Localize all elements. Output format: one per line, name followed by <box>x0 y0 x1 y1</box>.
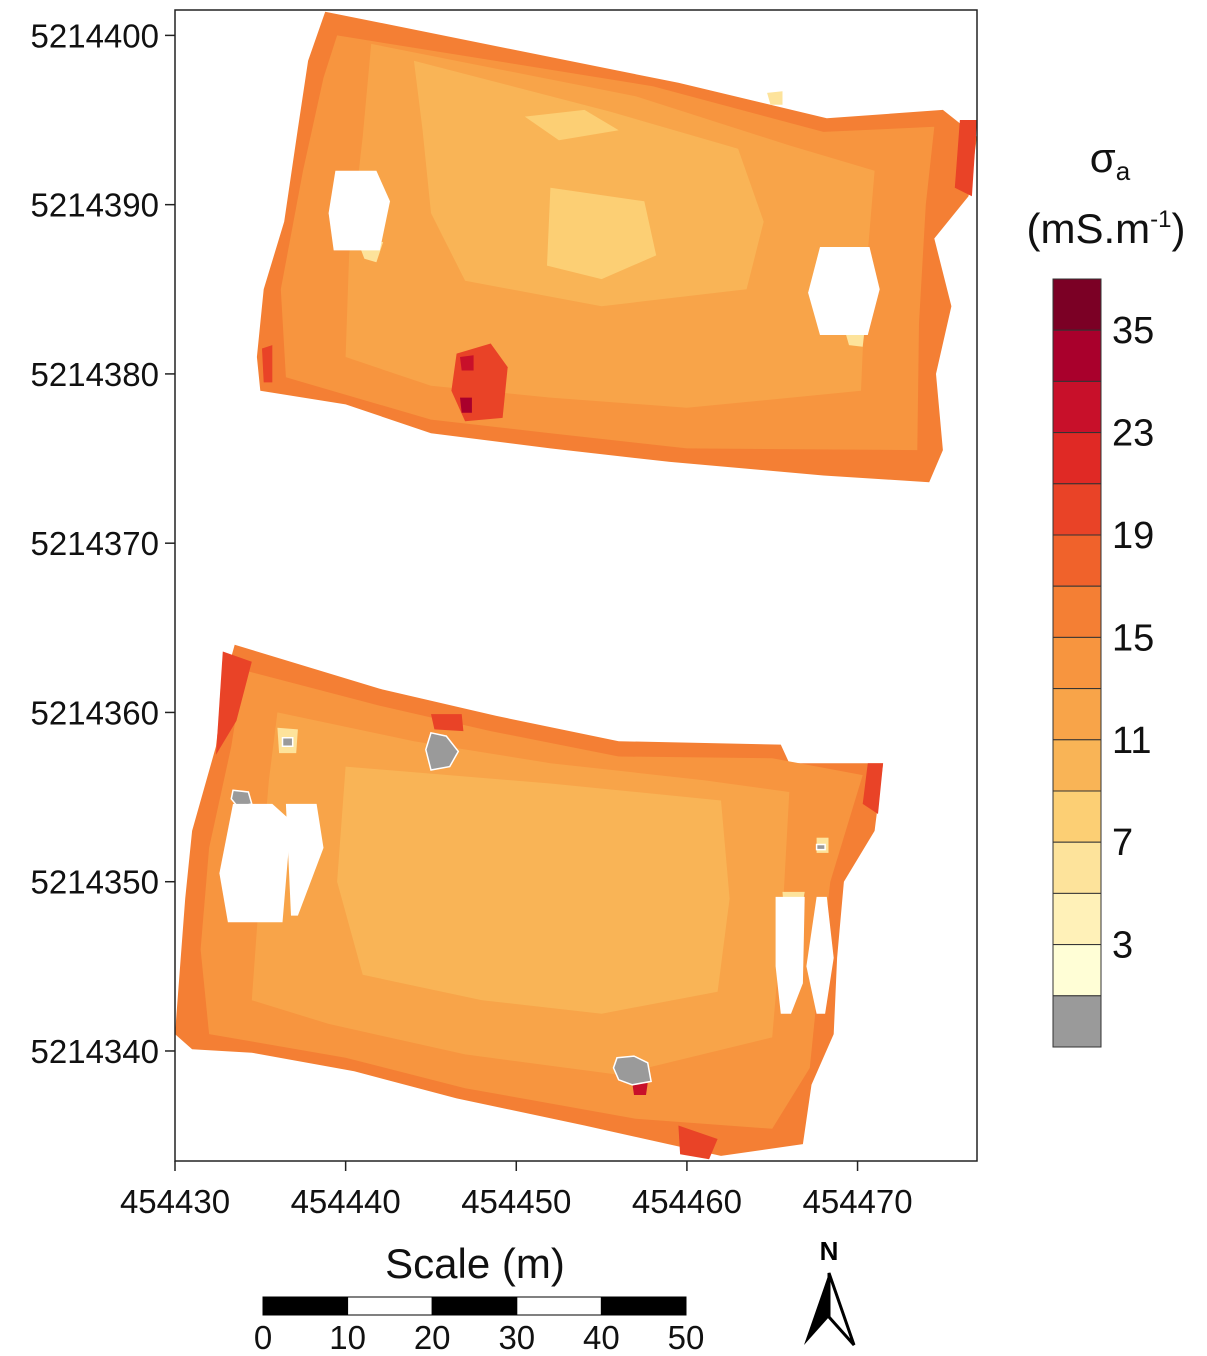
y-tick-label: 5214370 <box>31 525 159 562</box>
legend-label: 3 <box>1112 925 1133 967</box>
legend-swatch <box>1052 739 1102 792</box>
south-plot-contour-band <box>862 763 884 814</box>
scale-bar-title: Scale (m) <box>385 1240 565 1287</box>
legend-label: 15 <box>1112 617 1154 659</box>
north-plot-gap <box>808 247 880 335</box>
legend-swatch <box>1052 636 1102 690</box>
legend-labels: 35 23 19 15 11 7 3 <box>1112 310 1154 966</box>
legend-unit-open: (mS.m <box>1027 205 1151 252</box>
north-plot-contour-band <box>954 120 977 197</box>
legend-label: 19 <box>1112 515 1154 557</box>
south-plot-gap <box>285 803 324 916</box>
scale-bar-label: 0 <box>254 1319 272 1356</box>
scale-bar-segment <box>347 1296 433 1316</box>
south-plot <box>175 644 884 1160</box>
legend-label: 35 <box>1112 310 1154 352</box>
south-plot-contour-band <box>216 651 252 755</box>
scale-bar-segments <box>262 1296 687 1316</box>
legend-colorbar <box>1052 278 1102 1048</box>
legend-unit: (mS.m-1) <box>1027 205 1186 252</box>
north-arrow-left-half <box>804 1273 829 1345</box>
south-plot-contour-band <box>431 714 464 732</box>
legend-swatch <box>1052 432 1102 485</box>
scale-bar-segment <box>600 1296 687 1316</box>
north-plot-contour-band <box>547 187 657 280</box>
north-arrow-icon: N <box>804 1236 856 1346</box>
y-tick-label: 5214380 <box>31 356 159 393</box>
south-plot-nodata-spot <box>612 1055 652 1086</box>
scale-bar-labels: 0 10 20 30 40 50 <box>254 1319 705 1356</box>
legend-label: 11 <box>1112 720 1151 762</box>
y-tick-label: 5214360 <box>31 694 159 731</box>
north-plot-contour-band <box>524 109 619 141</box>
south-plot-nodata-spot <box>815 843 826 851</box>
north-plot <box>256 11 977 483</box>
x-axis: 454430 454440 454450 454460 454470 <box>120 1161 913 1220</box>
y-axis: 5214340 5214350 5214360 5214370 5214380 52143… <box>31 17 175 1070</box>
legend-swatch <box>1052 892 1102 946</box>
scale-bar-label: 50 <box>668 1319 705 1356</box>
south-plot-gap <box>775 896 805 1014</box>
y-tick-label: 5214340 <box>31 1033 159 1070</box>
scale-bar-label: 40 <box>583 1319 620 1356</box>
legend-title-subscript: a <box>1116 156 1131 186</box>
x-tick-label: 454450 <box>461 1183 571 1220</box>
x-tick-label: 454440 <box>291 1183 401 1220</box>
y-tick-label: 5214350 <box>31 864 159 901</box>
scale-bar-segment <box>431 1296 518 1316</box>
south-plot-nodata-spot <box>425 731 460 771</box>
south-plot-gap <box>806 896 834 1014</box>
scale-bar-segment <box>516 1296 602 1316</box>
legend-title-symbol: σ <box>1090 134 1116 181</box>
north-plot-gap <box>328 170 390 251</box>
x-tick-label: 454460 <box>632 1183 742 1220</box>
south-plot-contour-band <box>632 1083 648 1095</box>
north-plot-contour-band <box>460 355 474 371</box>
scale-bar: Scale (m) 0 10 20 30 40 50 <box>254 1240 705 1356</box>
legend-unit-superscript: -1 <box>1150 206 1171 233</box>
scale-bar-label: 20 <box>414 1319 451 1356</box>
legend-label: 23 <box>1112 413 1154 455</box>
legend-swatch <box>1052 380 1102 434</box>
x-tick-label: 454470 <box>802 1183 912 1220</box>
legend-title: σa <box>1090 134 1131 186</box>
north-plot-contour-band <box>460 397 472 413</box>
legend-swatch <box>1052 483 1102 536</box>
legend-swatch <box>1052 278 1102 331</box>
legend-swatch <box>1052 944 1102 997</box>
south-plot-gap <box>219 803 291 923</box>
legend-swatch <box>1052 995 1102 1048</box>
south-plot-contour-band <box>678 1125 718 1160</box>
north-plot-contour-band <box>262 345 273 383</box>
y-tick-label: 5214400 <box>31 17 159 54</box>
scale-bar-segment <box>262 1296 349 1316</box>
north-arrow-label: N <box>820 1236 839 1266</box>
legend-swatch <box>1052 688 1102 741</box>
map-frame <box>174 9 978 1162</box>
legend-swatch <box>1052 585 1102 638</box>
legend-swatch <box>1052 329 1102 382</box>
north-plot-contour-band <box>413 60 764 307</box>
north-plot-contour-band <box>767 91 783 105</box>
legend-swatch <box>1052 790 1102 843</box>
legend: σa (mS.m-1) 35 23 19 15 11 7 3 <box>1027 134 1186 1048</box>
north-plot-contour-band <box>845 331 865 347</box>
y-tick-label: 5214390 <box>31 187 159 224</box>
scale-bar-label: 10 <box>329 1319 366 1356</box>
legend-swatch <box>1052 534 1102 587</box>
north-arrow-right-half <box>827 1272 856 1346</box>
legend-unit-close: ) <box>1172 205 1186 252</box>
scale-bar-label: 30 <box>498 1319 535 1356</box>
south-plot-contour-band <box>337 766 730 1014</box>
legend-swatch <box>1052 841 1102 894</box>
x-tick-label: 454430 <box>120 1183 230 1220</box>
south-plot-nodata-spot <box>281 737 294 748</box>
plots-layer <box>175 11 977 1160</box>
legend-label: 7 <box>1112 822 1133 864</box>
